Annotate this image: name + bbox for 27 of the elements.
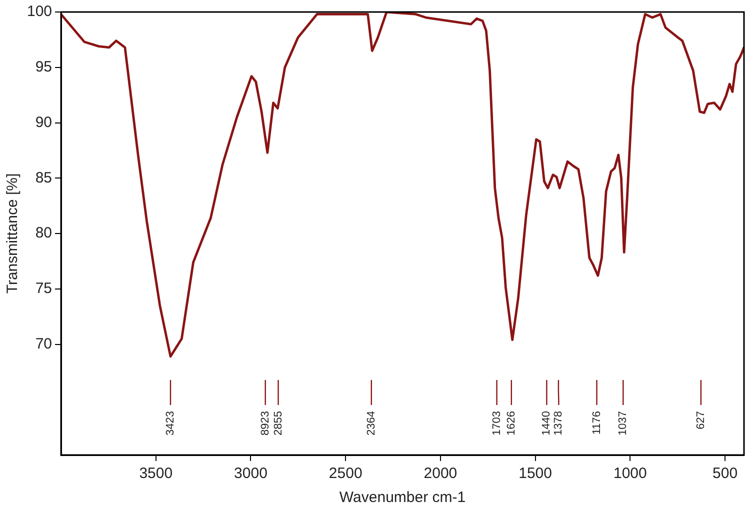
- x-tick-label: 2500: [328, 465, 362, 482]
- y-tick-label: 75: [35, 280, 52, 298]
- y-tick-label: 100: [26, 3, 52, 20]
- x-tick-label: 3000: [234, 465, 268, 482]
- x-axis-title: Wavenumber cm-1: [339, 489, 466, 506]
- annotation: 1037: [617, 411, 630, 436]
- annotation: 2364: [365, 411, 378, 436]
- annotation: 1626: [505, 411, 518, 436]
- y-tick-label: 70: [35, 335, 52, 352]
- annotation: 1440: [540, 411, 553, 436]
- annotation: 1703: [490, 411, 503, 436]
- annotation: 627: [694, 411, 707, 430]
- y-tick-label: 85: [35, 169, 52, 186]
- x-tick-label: 1500: [518, 465, 552, 482]
- annotation: 1176: [590, 411, 603, 435]
- annotation: 3423: [164, 411, 177, 436]
- x-tick-label: 3500: [139, 465, 173, 482]
- y-tick-label: 80: [35, 224, 52, 242]
- x-tick-label: 1000: [613, 465, 647, 482]
- annotation: 8923: [259, 411, 272, 436]
- x-tick-label: 500: [712, 465, 738, 482]
- y-axis-title: Transmittance [%]: [4, 173, 22, 294]
- y-tick-label: 90: [35, 114, 52, 131]
- y-tick-label: 95: [35, 58, 52, 76]
- annotation: 2855: [272, 411, 284, 436]
- annotation: 1378: [552, 411, 565, 436]
- x-tick-label: 2000: [424, 465, 458, 482]
